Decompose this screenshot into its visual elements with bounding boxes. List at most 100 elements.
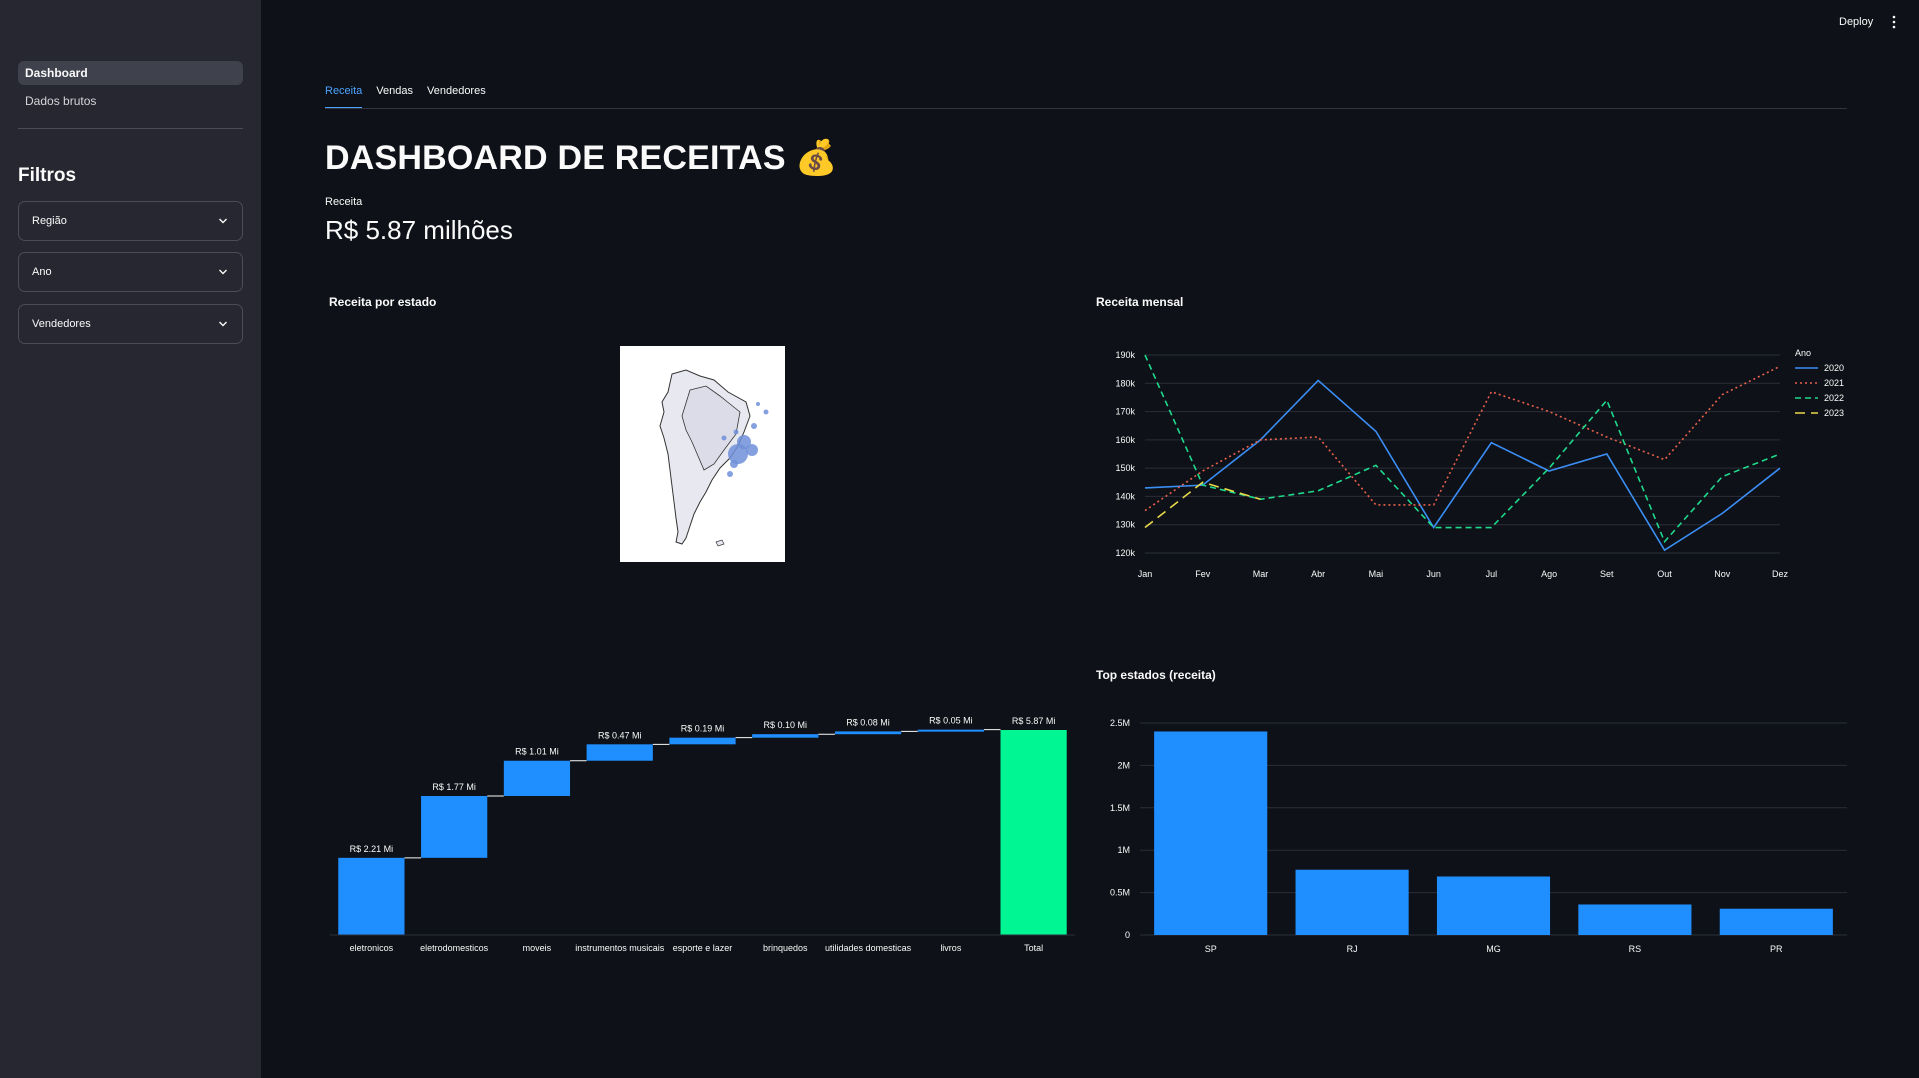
y-tick-label: 0.5M (1110, 888, 1130, 898)
y-tick-label: 1M (1117, 845, 1130, 855)
region-select-label: Região (32, 215, 67, 227)
series-line-2023 (1144, 481, 1261, 529)
x-tick-label: Jun (1426, 569, 1441, 579)
waterfall-bar-total (1000, 730, 1067, 935)
legend-title: Ano (1795, 348, 1811, 358)
data-label: R$ 5.87 Mi (1012, 716, 1056, 726)
x-tick-label: Fev (1195, 569, 1211, 579)
top-states-chart-title: Top estados (receita) (1096, 668, 1216, 682)
x-tick-label: moveis (523, 943, 552, 953)
deploy-button[interactable]: Deploy (1839, 16, 1874, 28)
tab-divider (325, 108, 1847, 109)
data-label: R$ 1.77 Mi (432, 782, 476, 792)
x-tick-label: Out (1657, 569, 1672, 579)
x-tick-label: Jul (1486, 569, 1498, 579)
data-label: R$ 0.47 Mi (598, 730, 642, 740)
y-tick-label: 130k (1115, 520, 1135, 530)
kebab-menu-icon[interactable] (1889, 14, 1899, 30)
falkland-islands (715, 539, 725, 547)
sellers-select[interactable]: Vendedores (18, 304, 243, 344)
bubble-df (733, 429, 739, 435)
metric-label: Receita (325, 196, 363, 208)
x-tick-label: eletrodomesticos (420, 943, 489, 953)
legend-label-2023: 2023 (1824, 408, 1844, 418)
x-tick-label: PR (1770, 944, 1783, 954)
legend-label-2022: 2022 (1824, 393, 1844, 403)
sidebar-nav: Dashboard Dados brutos (18, 61, 243, 117)
x-tick-label: brinquedos (763, 943, 808, 953)
x-tick-label: Abr (1311, 569, 1325, 579)
tab-vendas[interactable]: Vendas (376, 85, 413, 97)
tab-bar: Receita Vendas Vendedores (325, 83, 486, 109)
sidebar-item-dados-brutos[interactable]: Dados brutos (25, 94, 97, 108)
bubble-pe (763, 409, 769, 415)
waterfall-bar-livros (917, 729, 984, 732)
year-select[interactable]: Ano (18, 252, 243, 292)
x-tick-label: Jan (1138, 569, 1153, 579)
x-tick-label: eletronicos (350, 943, 394, 953)
y-tick-label: 0 (1125, 930, 1130, 940)
sidebar-item-dashboard[interactable]: Dashboard (18, 61, 243, 85)
waterfall-bar-eletronicos (338, 857, 405, 935)
legend-label-2021: 2021 (1824, 378, 1844, 388)
bubble-rj (746, 444, 758, 456)
bar-mg (1436, 876, 1551, 935)
bubble-go (721, 435, 727, 441)
x-tick-label: RJ (1347, 944, 1358, 954)
waterfall-bar-esporte-e-lazer (669, 737, 736, 745)
x-tick-label: Mar (1253, 569, 1269, 579)
category-waterfall-chart[interactable]: R$ 2.21 Mi eletronicos R$ 1.77 Mi eletrodom… (320, 700, 1080, 965)
series-line-2022 (1144, 354, 1781, 544)
data-label: R$ 0.10 Mi (764, 720, 808, 730)
sidebar-divider (18, 128, 243, 129)
y-tick-label: 170k (1115, 407, 1135, 417)
waterfall-bar-utilidades-domesticas (834, 731, 902, 735)
x-tick-label: Set (1600, 569, 1614, 579)
chevron-down-icon (219, 269, 227, 275)
y-tick-label: 1.5M (1110, 803, 1130, 813)
x-tick-label: Ago (1541, 569, 1557, 579)
series-line-2021 (1144, 365, 1781, 512)
sidebar: Dashboard Dados brutos Filtros Região An… (0, 0, 261, 1078)
y-tick-label: 190k (1115, 350, 1135, 360)
y-tick-label: 160k (1115, 435, 1135, 445)
bar-rs (1578, 904, 1692, 935)
map-chart-title: Receita por estado (329, 295, 437, 309)
x-tick-label: SP (1205, 944, 1217, 954)
bubble-ba (751, 423, 757, 429)
x-tick-label: RS (1629, 944, 1642, 954)
waterfall-bar-eletrodomesticos (421, 796, 488, 858)
metric-value: R$ 5.87 milhões (325, 215, 513, 245)
sellers-select-label: Vendedores (32, 318, 91, 330)
y-tick-label: 120k (1115, 548, 1135, 558)
waterfall-bar-moveis (503, 760, 571, 797)
y-tick-label: 140k (1115, 491, 1135, 501)
data-label: R$ 1.01 Mi (515, 747, 559, 757)
data-label: R$ 0.08 Mi (846, 717, 890, 727)
chevron-down-icon (219, 321, 227, 327)
bar-rj (1295, 869, 1409, 935)
tab-vendedores[interactable]: Vendedores (427, 85, 486, 97)
filters-title: Filtros (18, 165, 77, 186)
y-tick-label: 2M (1117, 760, 1130, 770)
state-bubbles (721, 402, 769, 477)
x-tick-label: Dez (1772, 569, 1789, 579)
x-tick-label: livros (940, 943, 962, 953)
brazil-border (681, 385, 741, 471)
waterfall-bar-instrumentos-musicais (586, 744, 653, 761)
state-revenue-map[interactable] (620, 346, 785, 562)
tab-receita[interactable]: Receita (325, 83, 363, 109)
bar-sp (1154, 731, 1268, 935)
bubble-rs (727, 471, 733, 477)
bubble-mg (737, 435, 751, 449)
monthly-revenue-chart[interactable]: 120k 130k 140k 150k 160k 170k 180k 190k Jan Fev Ma… (1095, 340, 1855, 600)
y-tick-label: 180k (1115, 378, 1135, 388)
x-tick-label: Nov (1714, 569, 1731, 579)
data-label: R$ 2.21 Mi (350, 844, 394, 854)
region-select[interactable]: Região (18, 201, 243, 241)
y-tick-label: 2.5M (1110, 718, 1130, 728)
top-states-chart[interactable]: 0 0.5M 1M 1.5M 2M 2.5M SP RJ MG RS PR (1095, 705, 1855, 965)
chevron-down-icon (219, 218, 227, 224)
x-tick-label: instrumentos musicais (575, 943, 665, 953)
monthly-chart-title: Receita mensal (1096, 295, 1184, 309)
